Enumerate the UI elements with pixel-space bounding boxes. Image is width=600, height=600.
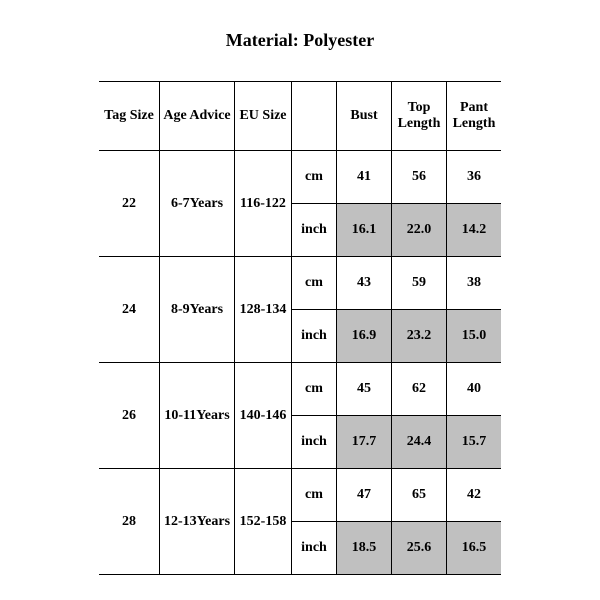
cell-age: 6-7Years (160, 151, 235, 257)
cell-tag: 22 (99, 151, 160, 257)
header-row: Tag Size Age Advice EU Size Bust Top Len… (99, 82, 501, 151)
cell-bust: 41 (337, 151, 392, 204)
cell-top: 62 (392, 363, 447, 416)
cell-pant: 36 (447, 151, 502, 204)
header-unit (292, 82, 337, 151)
cell-age: 10-11Years (160, 363, 235, 469)
cell-top: 56 (392, 151, 447, 204)
cell-bust: 45 (337, 363, 392, 416)
header-bust: Bust (337, 82, 392, 151)
table-row: 24 8-9Years 128-134 cm 43 59 38 (99, 257, 501, 310)
cell-unit-cm: cm (292, 151, 337, 204)
cell-top: 24.4 (392, 416, 447, 469)
cell-top: 25.6 (392, 522, 447, 575)
page-title: Material: Polyester (0, 0, 600, 81)
header-age: Age Advice (160, 82, 235, 151)
table-row: 22 6-7Years 116-122 cm 41 56 36 (99, 151, 501, 204)
cell-tag: 24 (99, 257, 160, 363)
cell-eu: 116-122 (235, 151, 292, 257)
cell-pant: 38 (447, 257, 502, 310)
cell-pant: 40 (447, 363, 502, 416)
cell-top: 22.0 (392, 204, 447, 257)
cell-eu: 128-134 (235, 257, 292, 363)
header-tag: Tag Size (99, 82, 160, 151)
cell-top: 23.2 (392, 310, 447, 363)
cell-pant: 15.7 (447, 416, 502, 469)
cell-unit-inch: inch (292, 310, 337, 363)
cell-unit-inch: inch (292, 416, 337, 469)
size-table: Tag Size Age Advice EU Size Bust Top Len… (99, 81, 501, 575)
cell-bust: 43 (337, 257, 392, 310)
header-top: Top Length (392, 82, 447, 151)
cell-eu: 140-146 (235, 363, 292, 469)
cell-top: 65 (392, 469, 447, 522)
cell-pant: 14.2 (447, 204, 502, 257)
cell-age: 8-9Years (160, 257, 235, 363)
cell-unit-cm: cm (292, 469, 337, 522)
cell-pant: 16.5 (447, 522, 502, 575)
table-row: 26 10-11Years 140-146 cm 45 62 40 (99, 363, 501, 416)
cell-bust: 16.9 (337, 310, 392, 363)
table-row: 28 12-13Years 152-158 cm 47 65 42 (99, 469, 501, 522)
cell-pant: 15.0 (447, 310, 502, 363)
cell-top: 59 (392, 257, 447, 310)
cell-tag: 28 (99, 469, 160, 575)
cell-unit-cm: cm (292, 363, 337, 416)
cell-unit-inch: inch (292, 522, 337, 575)
cell-tag: 26 (99, 363, 160, 469)
cell-bust: 16.1 (337, 204, 392, 257)
cell-bust: 47 (337, 469, 392, 522)
cell-age: 12-13Years (160, 469, 235, 575)
cell-bust: 18.5 (337, 522, 392, 575)
cell-unit-cm: cm (292, 257, 337, 310)
cell-pant: 42 (447, 469, 502, 522)
cell-unit-inch: inch (292, 204, 337, 257)
header-eu: EU Size (235, 82, 292, 151)
header-pant: Pant Length (447, 82, 502, 151)
cell-bust: 17.7 (337, 416, 392, 469)
cell-eu: 152-158 (235, 469, 292, 575)
